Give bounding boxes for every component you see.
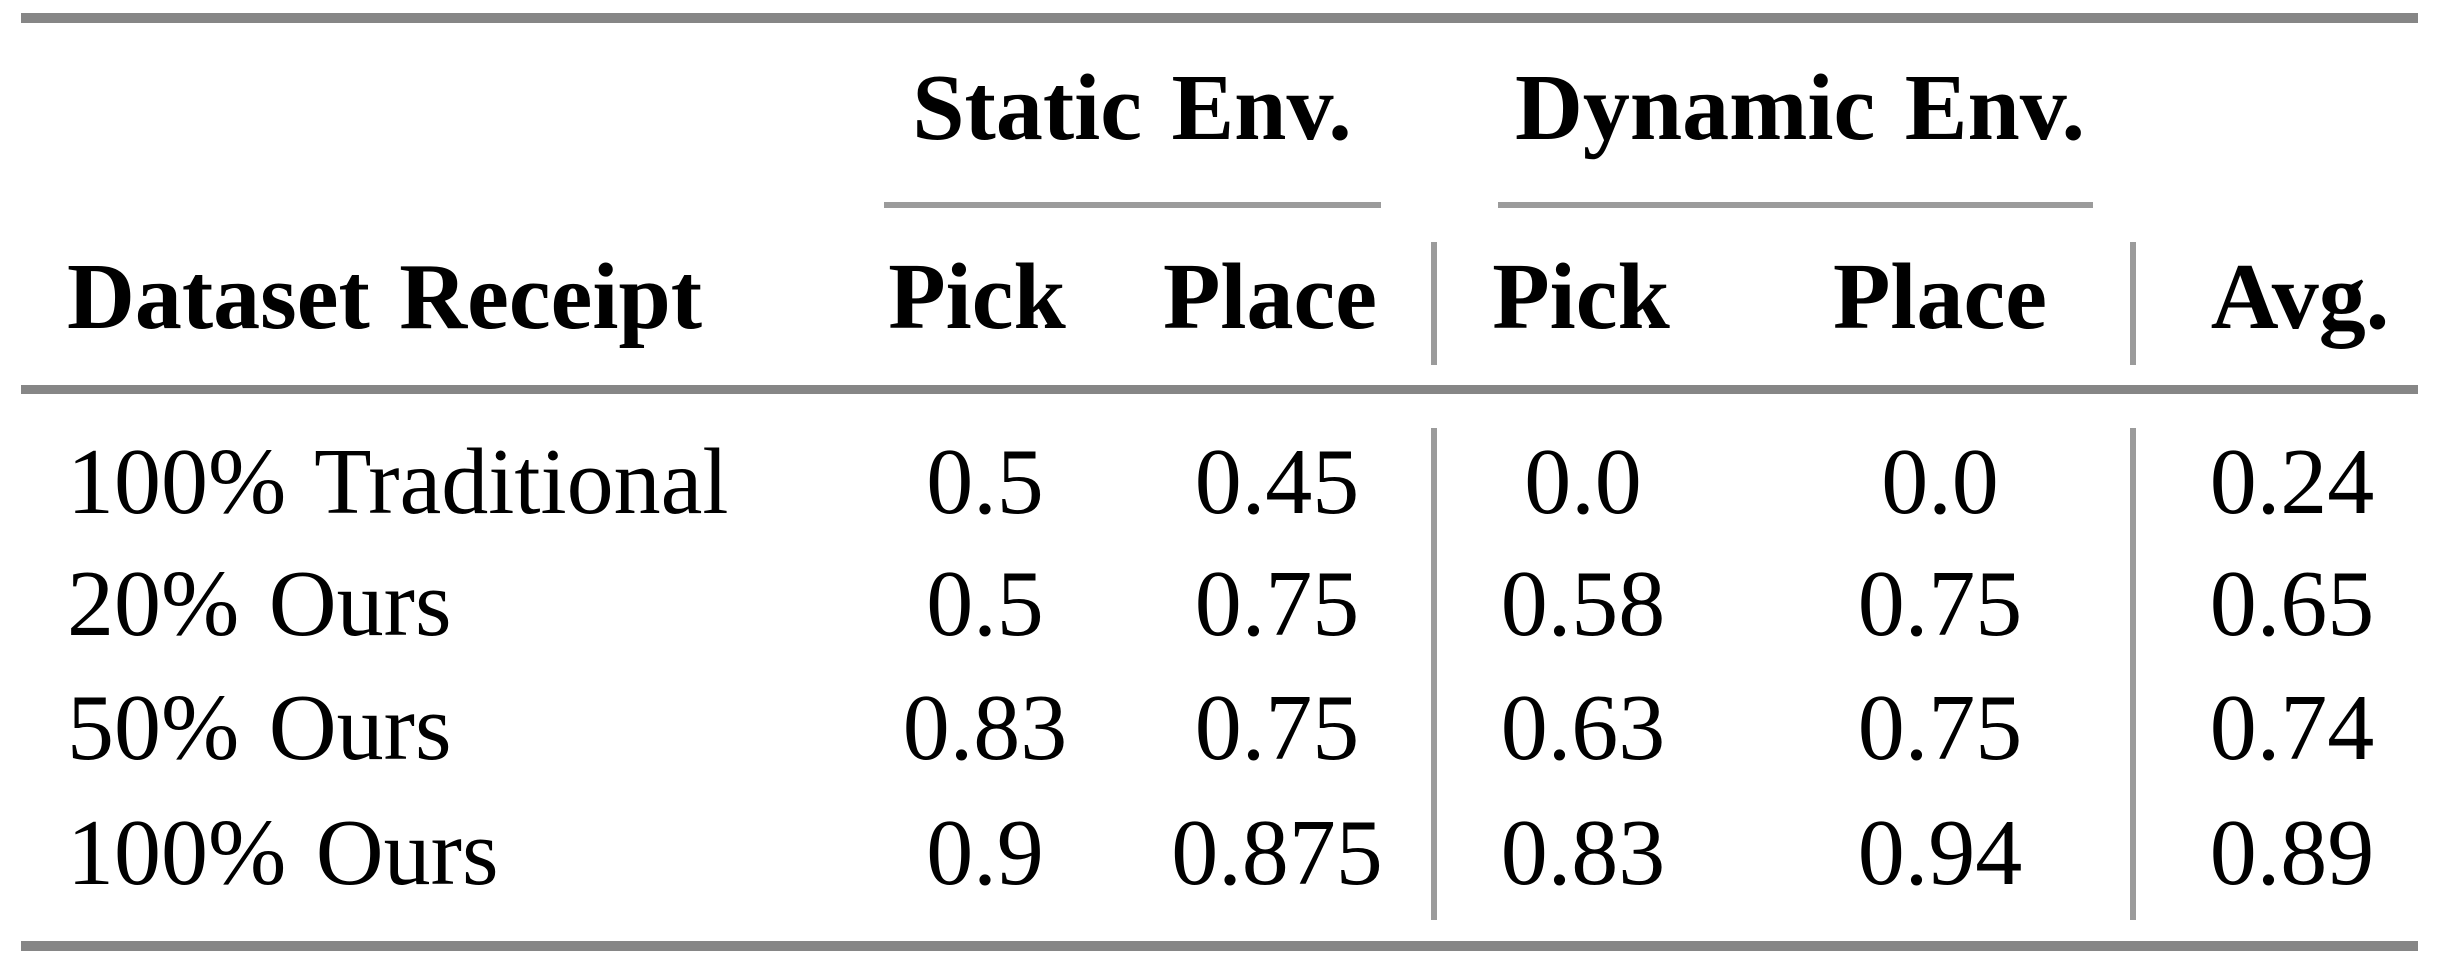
cell-dynamic-pick: 0.0 [1524,430,1642,534]
column-header-avg: Avg. [2210,245,2390,349]
column-header-dataset-receipt: Dataset Receipt [67,245,703,349]
vertical-rule-static-dynamic-body [1431,428,1437,920]
cell-dynamic-pick: 0.63 [1500,676,1666,780]
group-header-dynamic-env: Dynamic Env. [1514,56,2086,160]
column-header-dynamic-place: Place [1833,245,2047,349]
column-header-dynamic-pick: Pick [1492,245,1670,349]
cell-dynamic-pick: 0.83 [1500,801,1666,905]
dynamic-env-underline [1498,202,2093,208]
row-label: 20% Ours [67,552,452,656]
cell-avg: 0.24 [2209,430,2375,534]
cell-static-place: 0.75 [1194,676,1360,780]
column-header-static-pick: Pick [888,245,1066,349]
row-label: 100% Traditional [67,430,729,534]
cell-static-pick: 0.5 [926,430,1044,534]
cell-static-place: 0.45 [1194,430,1360,534]
group-header-static-env: Static Env. [912,56,1352,160]
row-label: 100% Ours [67,801,499,905]
cell-dynamic-place: 0.75 [1857,676,2023,780]
cell-static-pick: 0.9 [926,801,1044,905]
bottom-rule [21,941,2418,951]
vertical-rule-dynamic-avg-header [2130,242,2136,365]
cell-dynamic-place: 0.75 [1857,552,2023,656]
vertical-rule-dynamic-avg-body [2130,428,2136,920]
cell-static-place: 0.75 [1194,552,1360,656]
cell-dynamic-place: 0.94 [1857,801,2023,905]
mid-rule [21,385,2418,394]
cell-static-pick: 0.5 [926,552,1044,656]
vertical-rule-static-dynamic-header [1431,242,1437,365]
cell-avg: 0.74 [2209,676,2375,780]
cell-static-place: 0.875 [1171,801,1383,905]
cell-static-pick: 0.83 [902,676,1068,780]
cell-avg: 0.89 [2209,801,2375,905]
static-env-underline [884,202,1381,208]
column-header-static-place: Place [1163,245,1377,349]
row-label: 50% Ours [67,676,452,780]
cell-dynamic-pick: 0.58 [1500,552,1666,656]
cell-dynamic-place: 0.0 [1881,430,1999,534]
top-rule [21,13,2418,23]
cell-avg: 0.65 [2209,552,2375,656]
